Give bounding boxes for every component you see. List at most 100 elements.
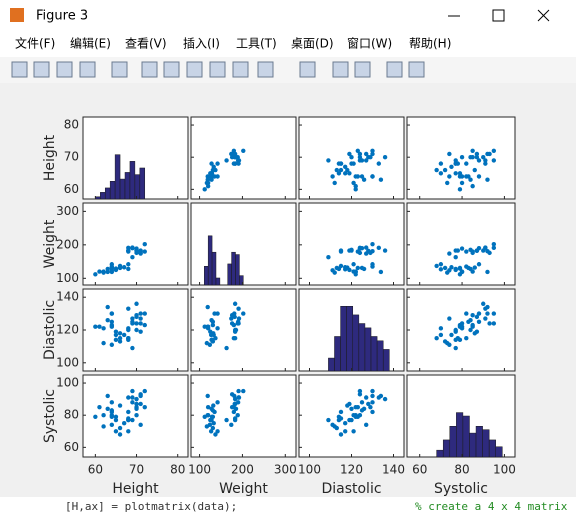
scatter-point [336,161,342,166]
scatter-point [347,417,352,423]
hist-bar [449,426,457,458]
scatter-point [349,161,354,166]
scatter-point [382,248,388,253]
menu-item[interactable]: 编辑(E) [70,36,111,51]
menu-item[interactable]: 查看(V) [125,37,167,51]
scatter-point [366,154,371,160]
scatter-point [464,161,469,166]
scatter-point [235,412,240,418]
y-axis-label: Systolic [42,389,58,443]
tool-button[interactable] [386,61,403,78]
scatter-point [202,414,207,420]
scatter-point [142,241,147,247]
scatter-point [464,174,469,179]
scatter-point [359,158,365,163]
scatter-point [370,409,375,415]
scatter-point [382,396,388,402]
tool-button[interactable] [332,61,349,78]
menu-item[interactable]: 桌面(D) [291,37,334,51]
scatter-point [474,248,480,254]
hist-bar [382,349,390,372]
scatter-point [232,401,237,407]
scatter-point [349,406,354,411]
scatter-point [361,406,367,411]
menu-item[interactable]: 帮助(H) [409,37,451,51]
scatter-point [438,332,444,338]
scatter-point [138,311,143,316]
scatter-point [343,267,348,272]
scatter-point [353,414,358,420]
tool-button[interactable] [111,61,128,78]
scatter-point [447,251,452,256]
maximize-button[interactable] [492,9,505,22]
scatter-point [464,249,469,254]
scatter-point [130,255,135,260]
scatter-point [130,245,135,250]
menu-item[interactable]: 窗口(W) [347,37,392,51]
scatter-point [142,404,147,410]
scatter-point [142,388,147,394]
scatter-point [109,414,115,420]
tool-button[interactable] [56,61,73,78]
scatter-point [134,301,139,306]
tool-button[interactable] [11,61,28,78]
x-tick-label: 300 [274,463,297,477]
hist-bar [334,336,341,372]
tool-button[interactable] [354,61,371,78]
scatter-point [210,339,216,344]
hist-bar [119,178,126,200]
y-tick-label: 100 [56,271,79,285]
scatter-point [364,245,369,250]
scatter-point [483,161,488,166]
scatter-point [355,249,360,254]
scatter-point [476,311,482,316]
scatter-point [211,421,216,426]
scatter-point [126,306,131,311]
scatter-point [105,393,110,399]
scatter-point [376,161,381,166]
tool-button[interactable] [186,61,203,78]
scatter-point [113,337,119,343]
menu-item[interactable]: 插入(I) [183,37,220,51]
scatter-point [241,148,246,153]
hist-bar [340,306,347,372]
scatter-point [438,267,444,272]
scatter-point [117,331,123,336]
toolbar-icons [11,61,425,78]
scatter-point [326,158,331,163]
scatter-point [347,267,352,273]
hist-bar [109,181,116,200]
hist-bar [134,174,141,200]
scatter-point [232,301,238,306]
menu-item[interactable]: 文件(F) [15,36,55,51]
tool-button[interactable] [408,61,425,78]
scatter-point [468,266,473,272]
scatter-point [117,403,123,408]
scatter-point [445,180,450,186]
app-icon [10,8,24,22]
tool-button[interactable] [141,61,158,78]
menu-item[interactable]: 工具(T) [236,37,277,51]
scatter-point [204,180,210,186]
tool-button[interactable] [257,61,274,78]
scatter-point [370,264,375,269]
scatter-point [138,422,143,428]
scatter-point [438,262,444,267]
close-button[interactable] [537,9,550,22]
scatter-point [449,164,454,170]
scatter-point [355,265,360,271]
tool-button[interactable] [79,61,96,78]
scatter-point [215,429,220,434]
scatter-point [130,395,135,400]
scatter-point [343,421,348,426]
scatter-point [134,401,139,407]
tool-button[interactable] [299,61,316,78]
scatter-point [464,264,469,269]
tool-button[interactable] [163,61,180,78]
tool-button[interactable] [232,61,249,78]
tool-button[interactable] [33,61,50,78]
menu-bar [0,30,576,57]
scatter-point [117,336,123,341]
tool-button[interactable] [209,61,226,78]
scatter-point [138,401,143,407]
